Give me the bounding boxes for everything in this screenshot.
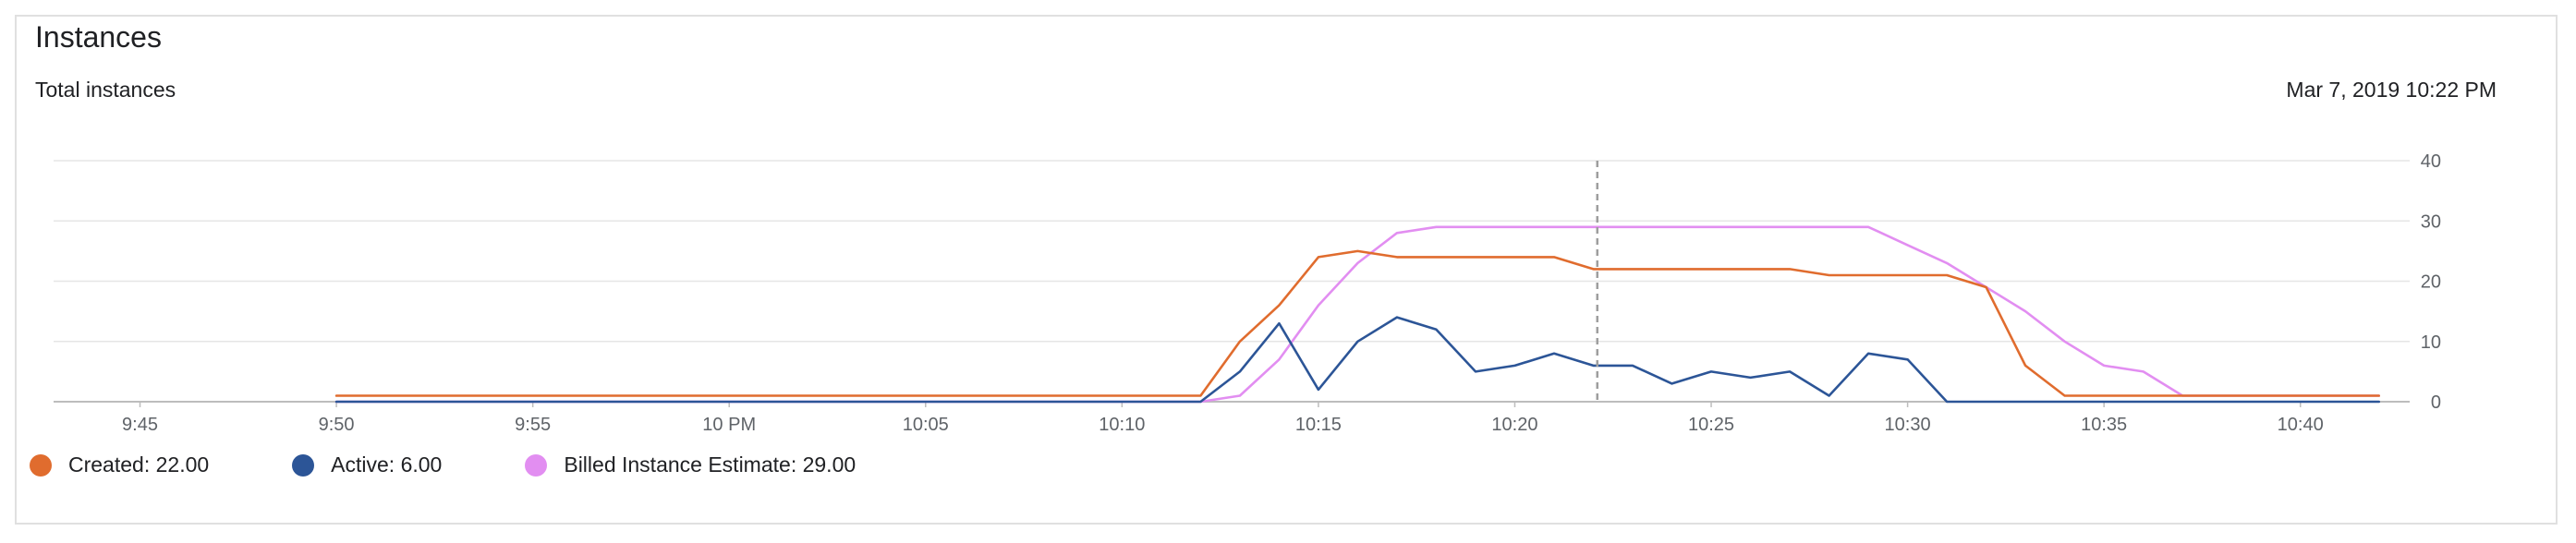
- hover-timestamp: Mar 7, 2019 10:22 PM: [2286, 78, 2497, 102]
- y-axis: 0 10 20 30 40: [2421, 151, 2441, 413]
- x-tick-label: 9:55: [515, 415, 551, 435]
- legend-label-active: Active: 6.00: [331, 452, 443, 477]
- legend-dot-created: [30, 453, 52, 477]
- series-line-billed-instance-estimate[interactable]: [334, 225, 2380, 404]
- legend-label-billed: Billed Instance Estimate: 29.00: [564, 452, 857, 477]
- y-tick-label: 20: [2421, 272, 2441, 293]
- x-tick-label: 10:40: [2278, 415, 2324, 435]
- series-layer: [334, 225, 2380, 404]
- legend-item-billed[interactable]: Billed Instance Estimate: 29.00: [525, 452, 856, 477]
- x-tick-label: 10:20: [1491, 415, 1537, 435]
- x-tick-label: 10:10: [1099, 415, 1145, 435]
- series-line-created[interactable]: [334, 249, 2380, 397]
- chart-legend: Created: 22.00 Active: 6.00 Billed Insta…: [30, 452, 939, 477]
- x-tick-label: 9:45: [122, 415, 158, 435]
- y-tick-label: 40: [2421, 151, 2441, 172]
- x-tick-label: 10:25: [1688, 415, 1734, 435]
- x-tick-label: 10:35: [2081, 415, 2127, 435]
- x-tick-label: 10 PM: [702, 415, 756, 435]
- legend-item-created[interactable]: Created: 22.00: [30, 452, 209, 477]
- legend-label-created: Created: 22.00: [68, 452, 210, 477]
- grid-layer: [54, 160, 2410, 403]
- y-tick-label: 30: [2421, 211, 2441, 232]
- card-title: Instances: [35, 20, 162, 54]
- y-tick-label: 10: [2421, 332, 2441, 353]
- instances-card: [15, 15, 2558, 525]
- legend-item-active[interactable]: Active: 6.00: [292, 452, 442, 477]
- x-tick-label: 10:05: [903, 415, 949, 435]
- x-tick-label: 10:30: [1885, 415, 1931, 435]
- legend-dot-billed: [525, 453, 548, 477]
- series-line-active[interactable]: [334, 316, 2380, 404]
- legend-dot-active: [292, 453, 315, 477]
- y-tick-label: 0: [2431, 392, 2441, 413]
- chart-subtitle: Total instances: [35, 78, 176, 102]
- x-axis: 9:45 9:50 9:55 10 PM 10:05 10:10 10:15 10:20 10:…: [122, 402, 2324, 435]
- x-tick-label: 9:50: [319, 415, 355, 435]
- x-tick-label: 10:15: [1295, 415, 1342, 435]
